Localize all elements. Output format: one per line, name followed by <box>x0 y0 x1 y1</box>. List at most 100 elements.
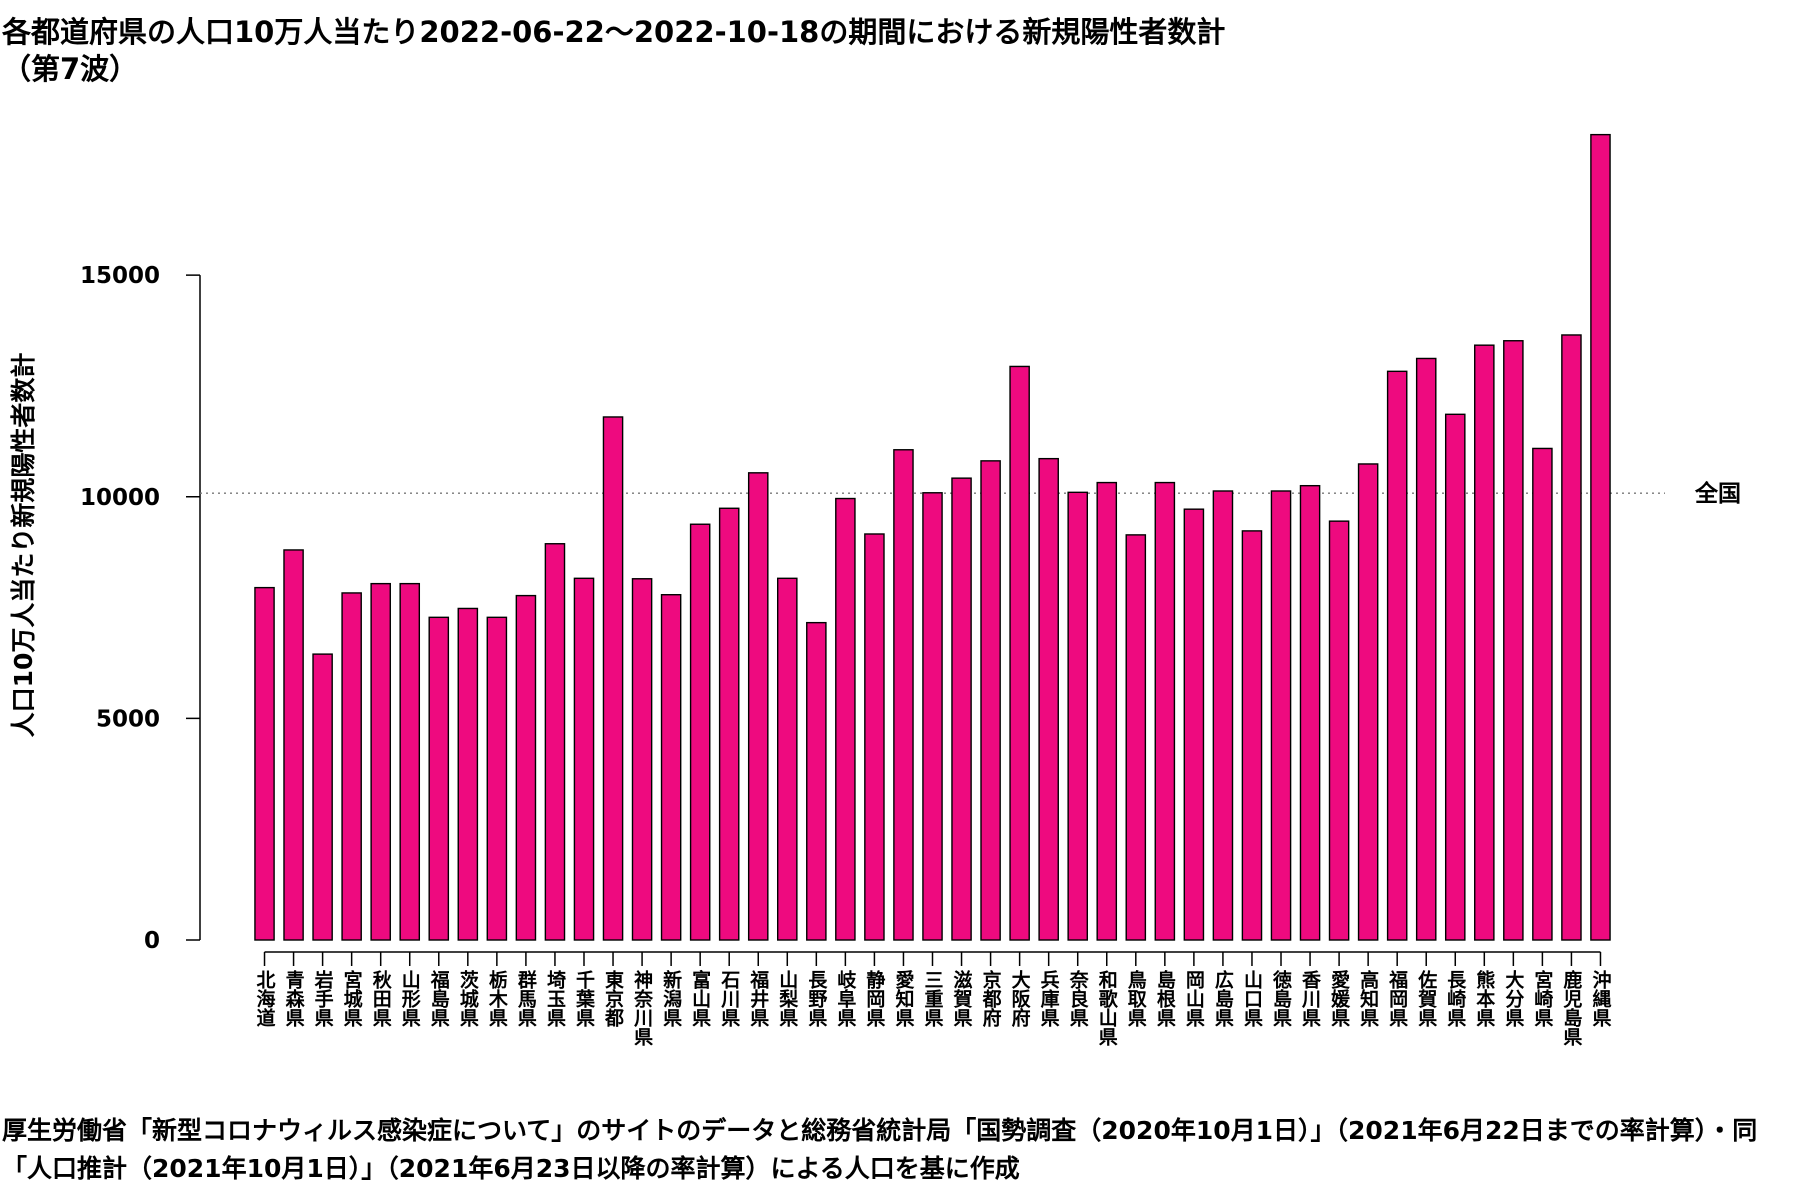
x-tick-label: 佐賀県 <box>1415 969 1438 1028</box>
x-tick-label: 北海道 <box>254 970 276 1028</box>
bar <box>283 549 304 941</box>
x-tick-label: 鹿児島県 <box>1560 969 1583 1047</box>
x-tick-label: 島根県 <box>1154 969 1176 1028</box>
x-tick-label: 愛知県 <box>892 970 914 1028</box>
x-tick-label: 兵庫県 <box>1038 970 1060 1028</box>
bar <box>1067 491 1089 941</box>
x-tick-label: 秋田県 <box>370 969 392 1028</box>
bar <box>980 460 1001 941</box>
bar <box>515 594 537 941</box>
x-tick-label: 沖縄県 <box>1589 969 1611 1028</box>
bar <box>1009 365 1030 941</box>
bar <box>893 449 914 941</box>
x-tick-label: 埼玉県 <box>544 969 566 1028</box>
bar <box>399 582 421 941</box>
x-tick-label: 福島県 <box>428 969 451 1028</box>
y-tick-label: 0 <box>144 928 160 954</box>
bar <box>486 616 508 941</box>
bar <box>1038 457 1059 941</box>
x-tick-label: 京都府 <box>980 969 1003 1028</box>
bar <box>951 477 972 941</box>
bar <box>457 607 479 941</box>
reference-label: 全国 <box>1694 480 1741 507</box>
bar <box>689 523 711 941</box>
x-tick-label: 徳島県 <box>1270 969 1293 1028</box>
bar <box>370 582 391 941</box>
x-tick-label: 群馬県 <box>515 969 538 1028</box>
bar <box>660 594 682 941</box>
x-tick-label: 神奈川県 <box>631 969 654 1047</box>
bar <box>922 492 943 941</box>
y-tick-label: 15000 <box>80 263 160 289</box>
bar <box>747 472 769 941</box>
x-tick-label: 山形県 <box>399 970 421 1028</box>
x-tick-label: 宮崎県 <box>1531 969 1553 1028</box>
x-tick-label: 大阪府 <box>1009 969 1031 1028</box>
x-tick-label: 岩手県 <box>312 969 335 1028</box>
x-tick-label: 栃木県 <box>486 969 509 1028</box>
x-tick-label: 山梨県 <box>776 970 799 1028</box>
bars <box>254 133 1611 941</box>
x-tick-label: 奈良県 <box>1067 969 1090 1028</box>
bar <box>631 578 653 941</box>
x-tick-label: 広島県 <box>1212 969 1234 1028</box>
bar <box>428 616 450 941</box>
bar <box>1328 520 1350 941</box>
y-axis: 0 5000 10000 15000 <box>80 263 201 954</box>
source-note: 厚生労働省「新型コロナウィルス感染症について」のサイトのデータと総務省統計局「国… <box>2 1116 1758 1183</box>
bar <box>1299 484 1321 941</box>
x-tick-label: 長野県 <box>805 970 827 1028</box>
bar <box>1503 340 1524 941</box>
bar <box>254 586 275 941</box>
bar <box>1474 344 1495 941</box>
bar <box>777 577 798 941</box>
bar <box>806 621 827 941</box>
x-tick-label: 富山県 <box>689 969 711 1028</box>
bar <box>544 543 566 941</box>
x-tick-label: 和歌山県 <box>1096 969 1118 1047</box>
bar <box>835 497 856 941</box>
x-tick-label: 岐阜県 <box>834 970 856 1028</box>
bar <box>1154 481 1176 941</box>
x-tick-label: 茨城県 <box>457 969 479 1028</box>
bar <box>573 577 595 941</box>
x-tick-label: 長崎県 <box>1444 970 1466 1028</box>
y-tick-label: 10000 <box>80 485 160 511</box>
bar <box>1096 481 1118 941</box>
x-tick-label: 青森県 <box>283 970 305 1028</box>
x-tick-label: 石川県 <box>718 970 741 1028</box>
x-tick-label: 千葉県 <box>573 970 596 1028</box>
bar <box>312 653 333 941</box>
x-tick-label: 熊本県 <box>1473 969 1495 1028</box>
bar <box>1386 370 1408 941</box>
x-tick-label: 福岡県 <box>1386 969 1409 1028</box>
y-axis-title: 人口10万人当たり新規陽性者数計 <box>9 353 38 738</box>
bar <box>1532 447 1553 941</box>
x-tick-label: 東京都 <box>602 969 625 1027</box>
bar <box>1357 463 1379 941</box>
bar <box>1270 490 1292 941</box>
x-tick-label: 新潟県 <box>660 969 682 1028</box>
bar <box>1183 508 1205 941</box>
x-tick-label: 静岡県 <box>863 969 885 1028</box>
bar <box>1212 490 1234 941</box>
x-tick-label: 三重県 <box>922 970 944 1028</box>
x-tick-label: 岡山県 <box>1183 970 1205 1028</box>
x-tick-label: 鳥取県 <box>1125 969 1147 1028</box>
x-tick-label: 高知県 <box>1357 969 1379 1028</box>
chart-title: 各都道府県の人口10万人当たり2022-06-22～2022-10-18の期間に… <box>2 15 1226 86</box>
x-axis: 北海道 青森県 岩手県 宮城県 秋田県 山形県 福島県 茨城県 栃木県 群馬県 埼玉県 千葉県 東京都神… <box>254 951 1611 1047</box>
bar <box>1444 413 1466 941</box>
x-tick-label: 福井県 <box>747 969 770 1028</box>
bar <box>718 507 740 941</box>
bar <box>1241 530 1263 941</box>
bar <box>1125 534 1147 941</box>
x-tick-label: 山口県 <box>1241 970 1263 1028</box>
bar <box>1561 334 1582 941</box>
x-tick-label: 大分県 <box>1502 969 1524 1028</box>
bar <box>341 592 362 941</box>
bar <box>602 416 624 941</box>
bar <box>1590 133 1611 941</box>
x-tick-label: 愛媛県 <box>1328 970 1351 1028</box>
